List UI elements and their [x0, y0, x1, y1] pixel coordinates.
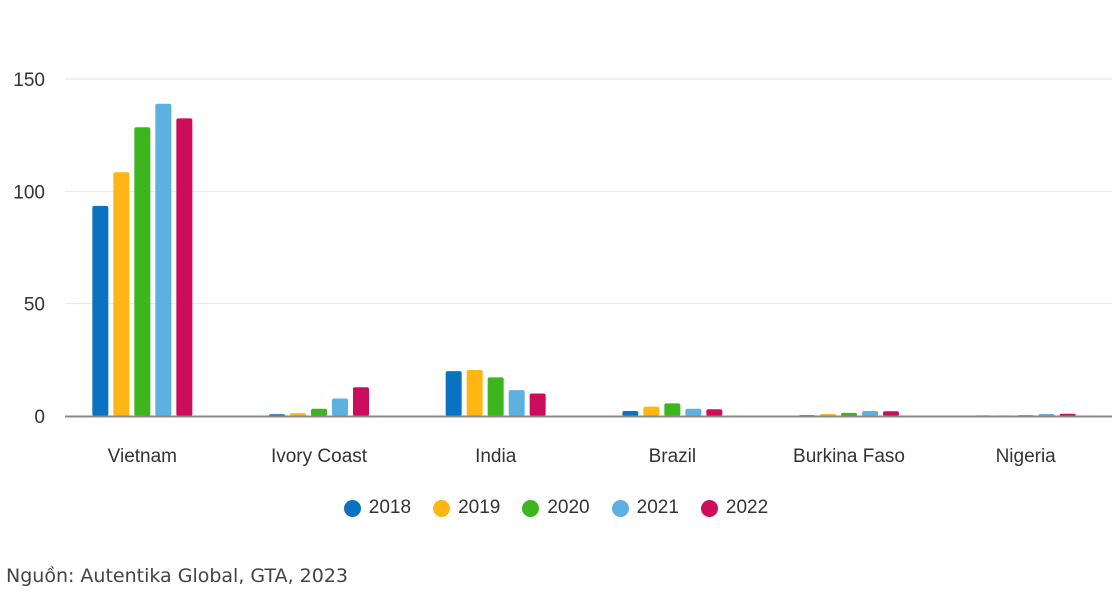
legend-label: 2018: [368, 497, 412, 518]
legend-label: 2021: [636, 497, 679, 518]
bar-burkina-faso-2021[interactable]: [862, 411, 878, 416]
gridlines: [65, 78, 1112, 305]
bar-vietnam-2019[interactable]: [113, 172, 130, 416]
bar-india-2020[interactable]: [487, 377, 504, 416]
y-tick-label: 0: [34, 407, 45, 428]
bar-brazil-2021[interactable]: [685, 408, 702, 416]
legend-label: 2020: [547, 497, 590, 518]
bar-brazil-2022[interactable]: [706, 409, 723, 416]
legend-dot-icon: [522, 499, 540, 517]
bar-ivory-coast-2020[interactable]: [311, 408, 327, 416]
legend-item-2021[interactable]: 2021: [611, 497, 679, 519]
bar-india-2018[interactable]: [445, 371, 462, 416]
legend-dot-icon: [343, 499, 361, 517]
legend-dot-icon: [611, 499, 629, 517]
x-category-label: Burkina Faso: [793, 446, 905, 467]
y-tick-label: 150: [13, 70, 45, 91]
x-category-label: Ivory Coast: [271, 446, 368, 467]
bar-brazil-2018[interactable]: [622, 411, 639, 416]
bar-vietnam-2020[interactable]: [134, 127, 151, 416]
bar-nigeria-2022[interactable]: [1059, 413, 1076, 416]
bar-ivory-coast-2022[interactable]: [353, 387, 369, 416]
x-category-label: India: [475, 446, 517, 467]
legend-dot-icon: [433, 499, 451, 517]
bar-burkina-faso-2022[interactable]: [883, 411, 899, 416]
x-axis-labels: Vietnam Ivory Coast India Brazil Burkina Fas…: [108, 446, 1057, 467]
bars: [92, 103, 1076, 417]
bar-vietnam-2018[interactable]: [92, 205, 109, 416]
legend-item-2019[interactable]: 2019: [433, 497, 500, 519]
bar-brazil-2019[interactable]: [643, 406, 660, 416]
y-tick-label: 100: [13, 182, 45, 203]
bar-ivory-coast-2019[interactable]: [290, 413, 306, 416]
legend-dot-icon: [700, 499, 718, 517]
bar-chart: 0 50 100 150 Vietnam Ivory Coast India Brazil B…: [13, 70, 1112, 467]
bar-brazil-2020[interactable]: [664, 403, 681, 416]
x-category-label: Vietnam: [108, 446, 177, 467]
legend-label: 2019: [458, 497, 501, 518]
bar-india-2019[interactable]: [466, 369, 483, 416]
legend: 2018 2019 2020 2021 2022: [0, 497, 1112, 519]
bar-india-2021[interactable]: [508, 390, 525, 416]
bar-vietnam-2021[interactable]: [155, 103, 172, 417]
legend-item-2018[interactable]: 2018: [343, 497, 412, 519]
legend-item-2020[interactable]: 2020: [522, 497, 590, 519]
y-axis-ticks: 0 50 100 150: [13, 70, 45, 428]
source-note: Nguồn: Autentika Global, GTA, 2023: [6, 565, 349, 587]
y-tick-label: 50: [24, 295, 45, 316]
bar-nigeria-2021[interactable]: [1038, 413, 1055, 416]
bar-ivory-coast-2021[interactable]: [332, 398, 348, 416]
legend-item-2022[interactable]: 2022: [700, 497, 769, 519]
x-category-label: Nigeria: [996, 446, 1057, 467]
bar-burkina-faso-2020[interactable]: [841, 412, 857, 416]
x-category-label: Brazil: [649, 446, 697, 467]
bar-india-2022[interactable]: [529, 393, 546, 416]
bar-burkina-faso-2019[interactable]: [820, 413, 836, 416]
legend-label: 2022: [725, 497, 769, 518]
bar-vietnam-2022[interactable]: [176, 118, 193, 417]
